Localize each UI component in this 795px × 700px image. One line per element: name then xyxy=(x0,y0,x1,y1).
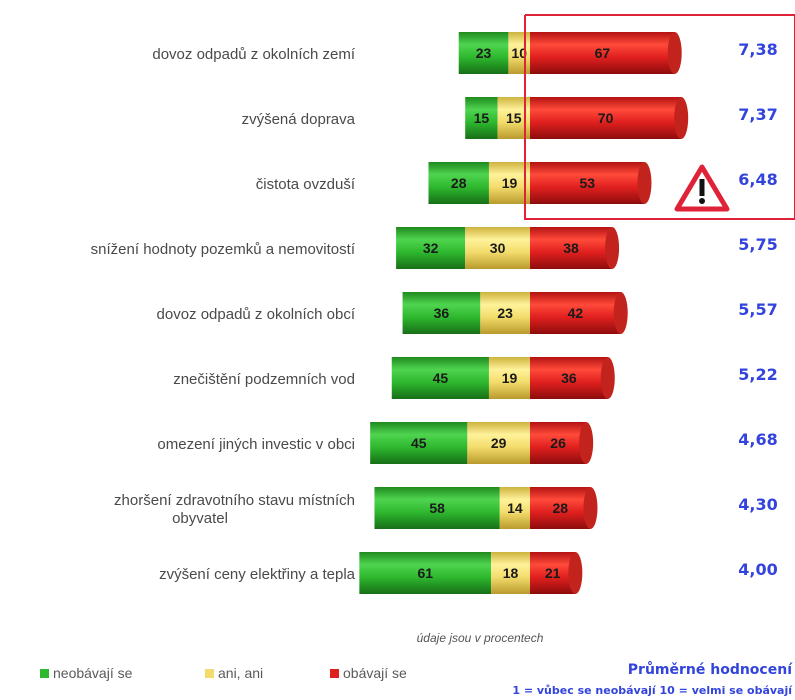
bar-worried-5 xyxy=(530,292,621,334)
data-label: 23 xyxy=(497,305,513,321)
bar-end-cap-8 xyxy=(583,487,598,529)
legend-swatch xyxy=(330,669,339,678)
bar-not-worried-7 xyxy=(370,422,468,464)
category-label: zvýšení ceny elektřiny a tepla xyxy=(159,566,356,583)
data-label: 18 xyxy=(503,565,519,581)
mean-value: 7,38 xyxy=(738,40,777,59)
legend-label: obávají se xyxy=(343,665,407,681)
mean-value: 5,22 xyxy=(738,365,777,384)
bar-worried-4 xyxy=(530,227,613,269)
bar-end-cap-2 xyxy=(674,97,689,139)
legend-swatch xyxy=(205,669,214,678)
bar-neutral-9 xyxy=(491,552,530,594)
bar-not-worried-6 xyxy=(391,357,489,399)
chart-note: údaje jsou v procentech xyxy=(417,631,544,645)
data-label: 30 xyxy=(490,240,506,256)
mean-value: 4,30 xyxy=(738,495,777,514)
mean-value: 5,57 xyxy=(738,300,777,319)
means-scale: 1 = vůbec se neobávají 10 = velmi se obá… xyxy=(512,684,793,697)
category-label: znečištění podzemních vod xyxy=(173,371,355,388)
bar-not-worried-8 xyxy=(374,487,500,529)
extras-group xyxy=(524,14,795,220)
data-label: 70 xyxy=(598,110,614,126)
bar-worried-3 xyxy=(530,162,645,204)
bar-worried-6 xyxy=(530,357,608,399)
labels-group: 23 10 67 dovoz odpadů z okolních zemí 7,38 15… xyxy=(91,40,778,583)
data-label: 36 xyxy=(434,305,450,321)
bar-not-worried-3 xyxy=(428,162,489,204)
data-label: 38 xyxy=(563,240,579,256)
mean-value: 7,37 xyxy=(738,105,777,124)
mean-value: 4,00 xyxy=(738,560,777,579)
mean-value: 6,48 xyxy=(738,170,777,189)
data-label: 67 xyxy=(595,45,611,61)
bar-worried-8 xyxy=(530,487,591,529)
data-label: 19 xyxy=(502,370,518,386)
mean-value: 4,68 xyxy=(738,430,777,449)
data-label: 61 xyxy=(417,565,433,581)
bar-worried-9 xyxy=(530,552,576,594)
legend-label: ani, ani xyxy=(218,665,263,681)
data-label: 19 xyxy=(502,175,518,191)
data-label: 21 xyxy=(545,565,561,581)
bar-neutral-3 xyxy=(488,162,530,204)
bar-neutral-6 xyxy=(488,357,530,399)
bar-neutral-5 xyxy=(480,292,530,334)
legend-swatch xyxy=(40,669,49,678)
bar-end-cap-9 xyxy=(568,552,583,594)
data-label: 23 xyxy=(476,45,492,61)
bar-end-cap-4 xyxy=(605,227,620,269)
data-label: 36 xyxy=(561,370,577,386)
data-label: 28 xyxy=(451,175,467,191)
data-label: 26 xyxy=(550,435,566,451)
bar-neutral-7 xyxy=(467,422,530,464)
bar-neutral-8 xyxy=(499,487,530,529)
data-label: 58 xyxy=(429,500,445,516)
highlight-box xyxy=(524,14,795,220)
category-label: snížení hodnoty pozemků a nemovitostí xyxy=(91,241,356,258)
bar-worried-1 xyxy=(530,32,675,74)
bar-end-cap-7 xyxy=(579,422,594,464)
bar-not-worried-9 xyxy=(359,552,492,594)
category-label: zhoršení zdravotního stavu místních xyxy=(114,492,355,509)
category-label: obyvatel xyxy=(172,510,228,527)
data-label: 14 xyxy=(507,500,523,516)
data-label: 45 xyxy=(433,370,449,386)
mean-value: 5,75 xyxy=(738,235,777,254)
bar-end-cap-3 xyxy=(637,162,652,204)
data-label: 42 xyxy=(568,305,584,321)
bar-neutral-4 xyxy=(465,227,530,269)
data-label: 45 xyxy=(411,435,427,451)
bar-worried-2 xyxy=(530,97,682,139)
bar-not-worried-5 xyxy=(402,292,481,334)
data-label: 53 xyxy=(579,175,595,191)
data-label: 15 xyxy=(506,110,522,126)
category-label: omezení jiných investic v obci xyxy=(157,436,355,453)
data-label: 32 xyxy=(423,240,439,256)
legend-label: neobávají se xyxy=(53,665,133,681)
category-label: čistota ovzduší xyxy=(256,176,356,193)
data-label: 10 xyxy=(511,45,527,61)
data-label: 29 xyxy=(491,435,507,451)
bars-group xyxy=(359,32,689,594)
bar-worried-7 xyxy=(530,422,587,464)
legend: neobávají se ani, ani obávají se xyxy=(40,665,407,681)
bar-end-cap-5 xyxy=(613,292,628,334)
category-label: zvýšená doprava xyxy=(242,111,356,128)
bar-not-worried-1 xyxy=(458,32,509,74)
bar-end-cap-6 xyxy=(600,357,615,399)
bar-not-worried-4 xyxy=(396,227,466,269)
category-label: dovoz odpadů z okolních obcí xyxy=(157,306,356,323)
warning-triangle-icon xyxy=(674,164,730,212)
bar-not-worried-2 xyxy=(465,97,498,139)
category-label: dovoz odpadů z okolních zemí xyxy=(152,46,355,63)
bar-end-cap-1 xyxy=(667,32,682,74)
data-label: 28 xyxy=(552,500,568,516)
data-label: 15 xyxy=(474,110,490,126)
means-title: Průměrné hodnocení xyxy=(628,661,793,678)
